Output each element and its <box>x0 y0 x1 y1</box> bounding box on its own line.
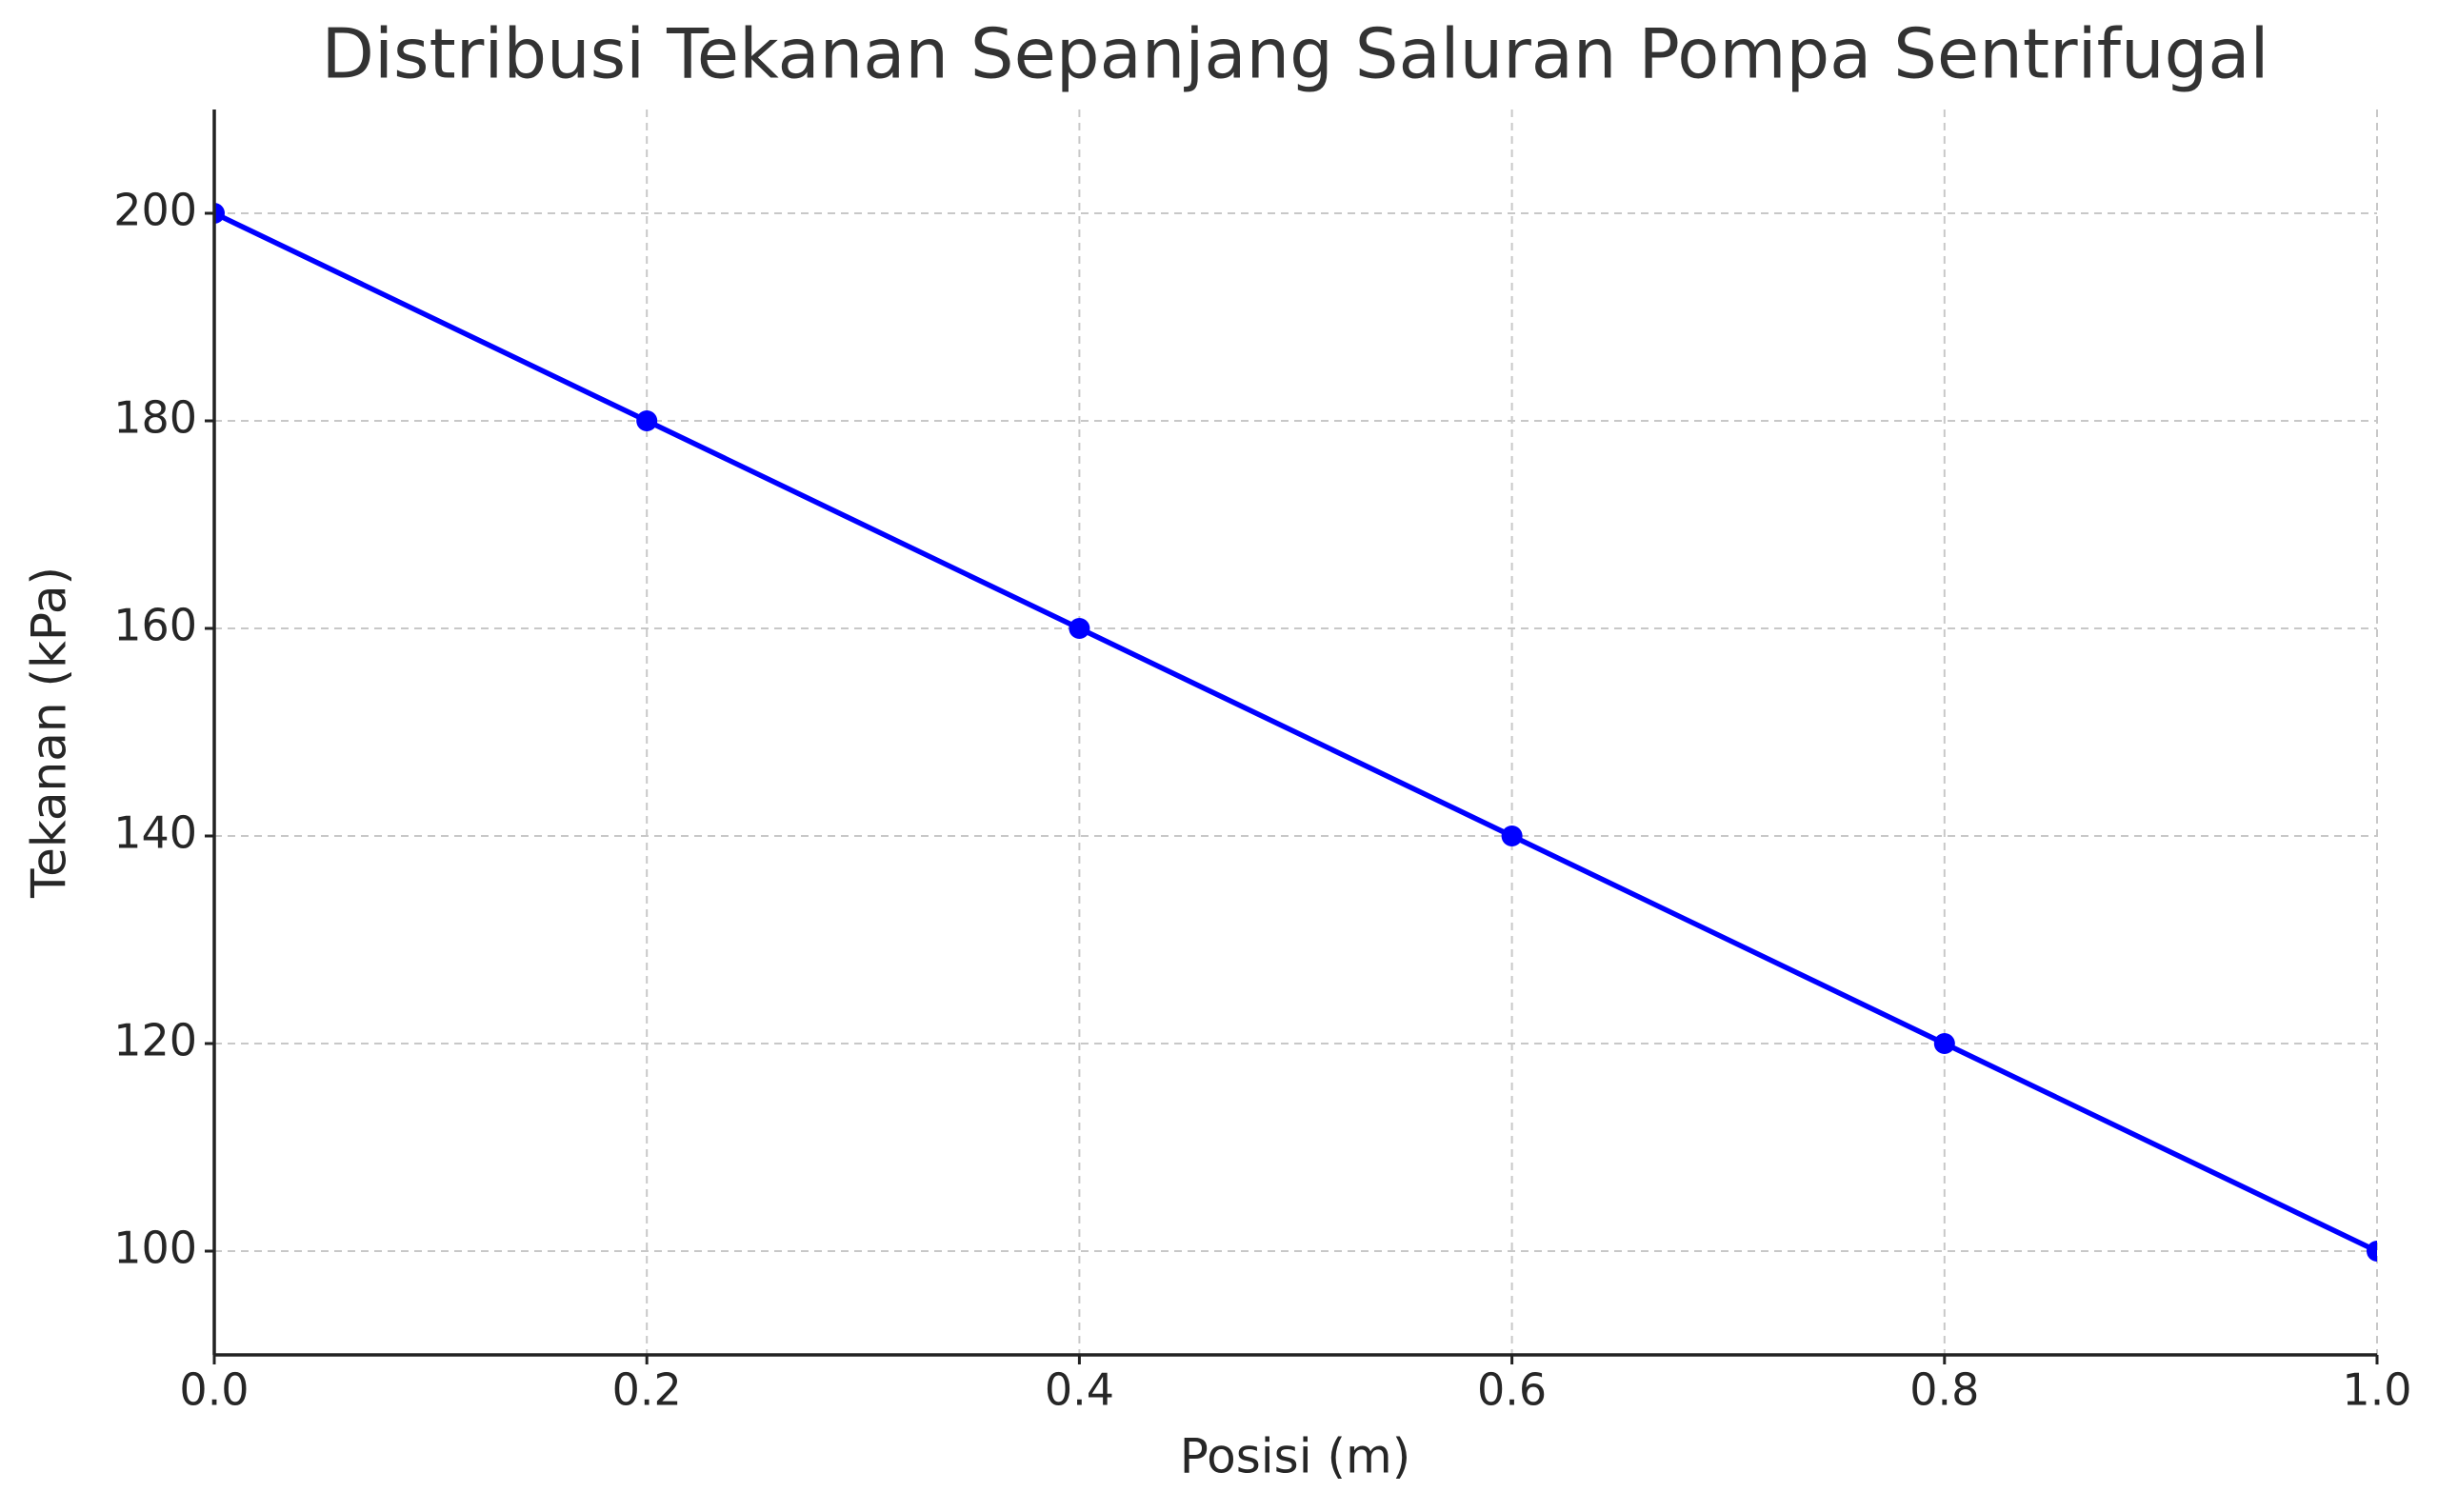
grid <box>213 109 2378 1355</box>
data-point <box>636 410 658 431</box>
y-tick-label: 100 <box>113 1223 197 1274</box>
data-point <box>214 203 225 224</box>
data-point <box>1933 1033 1955 1054</box>
y-tick-label: 180 <box>113 392 197 444</box>
y-axis-label: Tekanan (kPa) <box>22 567 77 899</box>
y-tick-label: 120 <box>113 1015 197 1066</box>
data-point <box>1069 618 1090 639</box>
chart-title: Distribusi Tekanan Sepanjang Saluran Pom… <box>322 14 2269 94</box>
x-tick-label: 1.0 <box>2342 1364 2411 1416</box>
y-tick-label: 200 <box>113 185 197 236</box>
data-line <box>214 210 2377 1254</box>
data-point <box>2367 1241 2377 1262</box>
y-tick-label: 140 <box>113 807 197 859</box>
x-tick-label: 0.4 <box>1045 1364 1114 1416</box>
x-tick-label: 0.6 <box>1477 1364 1547 1416</box>
x-axis-label: Posisi (m) <box>1180 1429 1410 1484</box>
y-tick-label: 160 <box>113 600 197 651</box>
x-tick-label: 0.8 <box>1909 1364 1979 1416</box>
x-tick-label: 0.0 <box>179 1364 249 1416</box>
plot-area <box>214 203 2377 1262</box>
ticks: 0.0 0.2 0.4 0.6 0.8 1.0 100 120 140 160 180 200 <box>113 185 2411 1416</box>
x-tick-label: 0.2 <box>612 1364 682 1416</box>
data-point <box>1501 826 1523 846</box>
